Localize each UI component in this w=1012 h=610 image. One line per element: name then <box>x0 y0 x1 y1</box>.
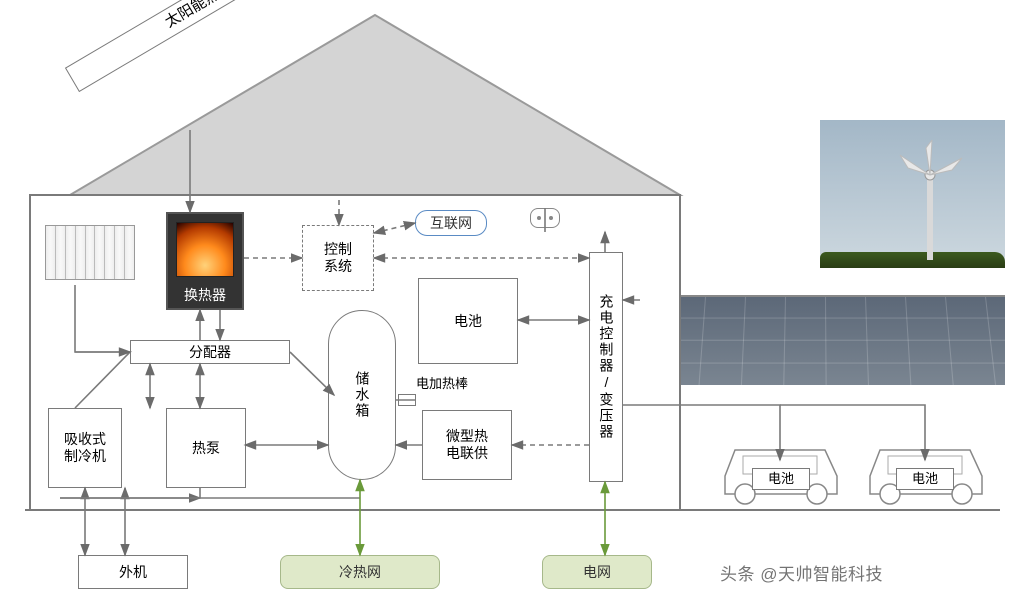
absorption-cooler-box: 吸收式 制冷机 <box>48 408 122 488</box>
distributor-box: 分配器 <box>130 340 290 364</box>
charger-transformer-box: 充电控制器/变压器 <box>589 252 623 482</box>
car-1-battery-label: 电池 <box>768 471 794 487</box>
car-1 <box>705 428 855 506</box>
radiator-icon <box>45 225 135 280</box>
battery-label: 电池 <box>454 313 482 330</box>
water-tank-label: 储水箱 <box>354 371 371 419</box>
control-system-box: 控制 系统 <box>302 225 374 291</box>
car-2 <box>850 428 1000 506</box>
internet-node: 互联网 <box>415 210 487 236</box>
heat-exchanger-icon: 换热器 <box>166 212 244 310</box>
cold-hot-network-box: 冷热网 <box>280 555 440 589</box>
heat-exchanger-label: 换热器 <box>168 287 242 304</box>
absorption-cooler-label: 吸收式 制冷机 <box>64 431 106 465</box>
water-tank-box: 储水箱 <box>328 310 396 480</box>
car-2-battery-box: 电池 <box>896 468 954 490</box>
power-grid-label: 电网 <box>583 564 611 581</box>
external-unit-box: 外机 <box>78 555 188 589</box>
heater-rod-icon <box>398 394 416 406</box>
heater-rod-label-wrap: 电加热棒 <box>416 375 516 393</box>
car-1-battery-box: 电池 <box>752 468 810 490</box>
micro-chp-box: 微型热 电联供 <box>422 410 512 480</box>
battery-box: 电池 <box>418 278 518 364</box>
heater-rod-label: 电加热棒 <box>416 376 468 392</box>
wind-turbine-icon <box>890 140 970 260</box>
watermark-text: 头条 @天帅智能科技 <box>720 560 883 585</box>
external-unit-label: 外机 <box>119 564 147 581</box>
heat-pump-label: 热泵 <box>192 440 220 457</box>
solar-water-heater-text: 太阳能热水器 <box>162 0 249 32</box>
solar-water-heater-label: 太阳能热水器 <box>65 0 346 92</box>
power-grid-box: 电网 <box>542 555 652 589</box>
distributor-label: 分配器 <box>189 344 231 361</box>
heat-pump-box: 热泵 <box>166 408 246 488</box>
internet-label: 互联网 <box>430 215 472 232</box>
charger-transformer-label: 充电控制器/变压器 <box>598 294 615 440</box>
micro-chp-label: 微型热 电联供 <box>446 428 488 462</box>
power-outlet-icon <box>530 208 560 228</box>
car-2-battery-label: 电池 <box>912 471 938 487</box>
cold-hot-network-label: 冷热网 <box>339 564 381 581</box>
control-system-label: 控制 系统 <box>324 241 352 275</box>
solar-panel-array <box>625 295 1005 385</box>
